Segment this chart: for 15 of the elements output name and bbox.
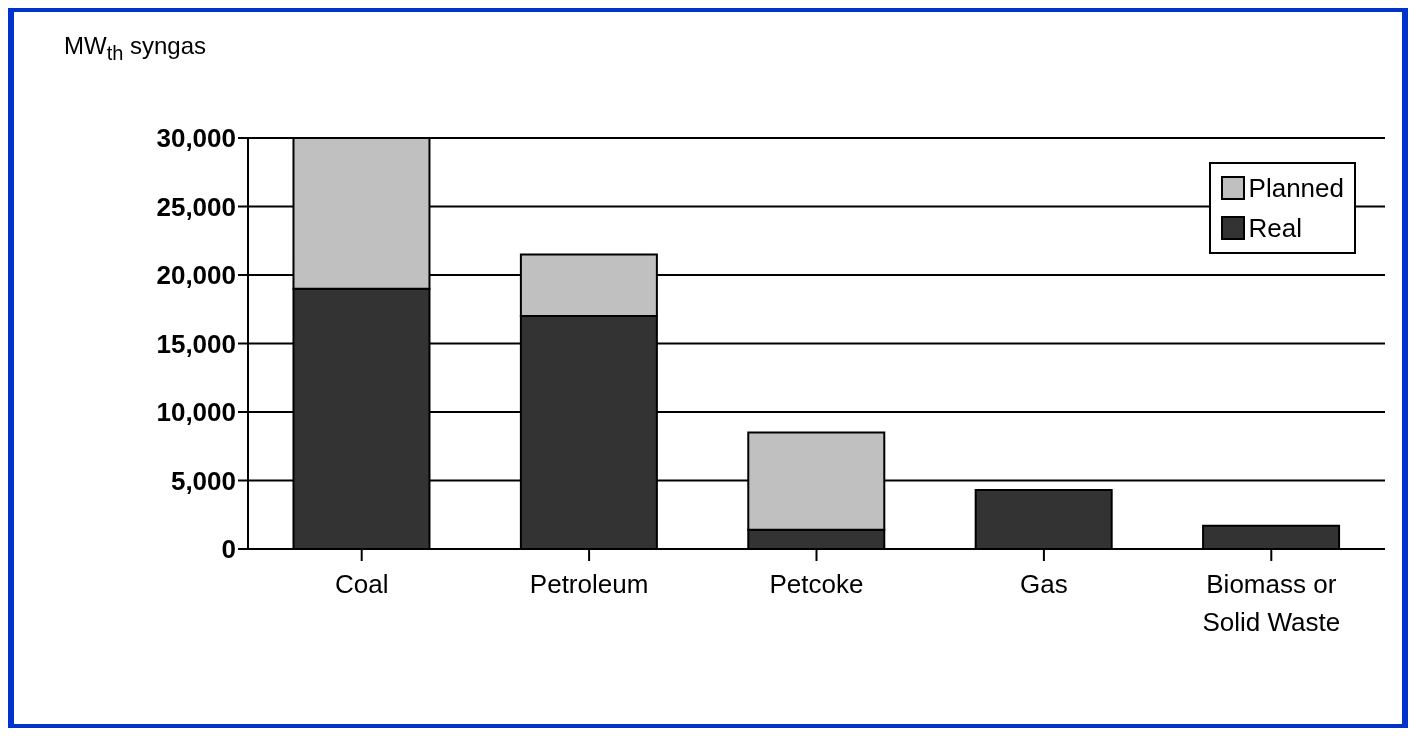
- y-tick-label: 5,000: [170, 465, 236, 496]
- x-tick-label: Petroleum: [529, 569, 649, 599]
- y-tick-label: 20,000: [156, 260, 236, 291]
- y-tick-label: 30,000: [156, 123, 236, 154]
- x-tick-label: Petcoke: [769, 569, 864, 599]
- y-tick-label: 15,000: [156, 328, 236, 359]
- legend-label: Real: [1247, 212, 1304, 245]
- x-tick-label: Coal: [334, 569, 389, 599]
- y-tick-label: 10,000: [156, 397, 236, 428]
- x-tick-label: Biomass or Solid Waste: [1202, 569, 1341, 637]
- x-tick-label: Gas: [1020, 569, 1068, 599]
- y-axis-title: MW$_{th}$ syngas: [64, 32, 207, 65]
- y-tick-label: 25,000: [156, 191, 236, 222]
- y-tick-label: 0: [221, 534, 236, 565]
- legend-label: Planned: [1247, 172, 1344, 205]
